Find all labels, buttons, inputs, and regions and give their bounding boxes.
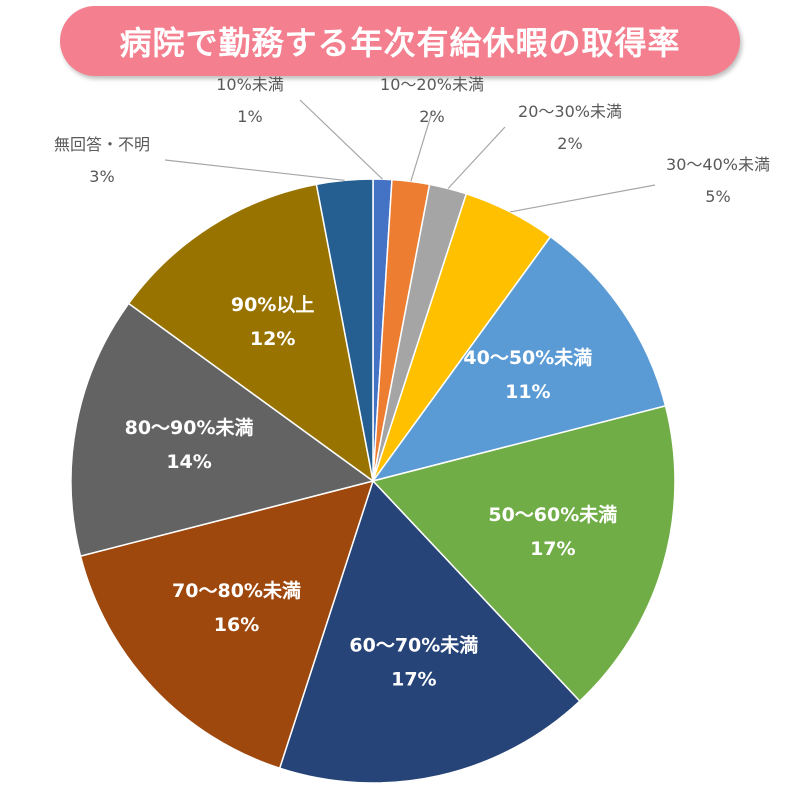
pie-slice-6 [278,479,581,784]
slice-value-label: 2% [557,134,582,153]
slice-value-label: 17% [530,538,575,560]
slice-category-label: 70～80%未満 [172,579,301,602]
slice-category-label: 30～40%未満 [666,155,770,174]
slice-value-label: 14% [166,451,211,473]
pie-slice-4 [371,235,667,483]
slice-category-label: 80～90%未満 [125,416,254,439]
slice-value-label: 12% [250,328,295,350]
leader-line-10 [164,159,345,181]
pie-slice-10 [315,178,374,482]
leader-line-3 [509,184,656,213]
slice-labels: 10%未満 1% 10～20%未満 2% 20～30%未満 2% 30～40%未満 5% 40～… [54,75,770,691]
title-banner: 病院で勤務する年次有給休暇の取得率 [60,6,740,76]
slice-category-label: 20～30%未満 [518,102,622,121]
pie-slice-8 [70,302,375,558]
pie-slice-7 [79,479,375,770]
slice-category-label: 10%未満 [216,75,284,94]
slice-category-label: 10～20%未満 [380,75,484,94]
leader-line-2 [447,126,506,189]
leader-lines [164,99,656,213]
slice-value-label: 16% [214,614,259,636]
pie-slices [70,178,676,784]
slice-category-label: 50～60%未満 [488,503,617,526]
slice-value-label: 3% [89,167,114,186]
slice-category-label: 60～70%未満 [349,634,478,657]
slice-value-label: 1% [237,107,262,126]
chart-title: 病院で勤務する年次有給休暇の取得率 [119,24,681,62]
leader-line-0 [299,99,383,180]
slice-category-label: 90%以上 [231,294,314,316]
slice-value-label: 5% [705,187,730,206]
slice-value-label: 17% [391,669,436,691]
pie-slice-9 [127,183,375,483]
slice-value-label: 2% [419,107,444,126]
slice-category-label: 無回答・不明 [54,135,150,154]
slice-value-label: 11% [505,381,550,403]
pie-slice-5 [371,404,676,703]
slice-category-label: 40～50%未満 [463,346,592,369]
leader-line-1 [410,111,433,182]
